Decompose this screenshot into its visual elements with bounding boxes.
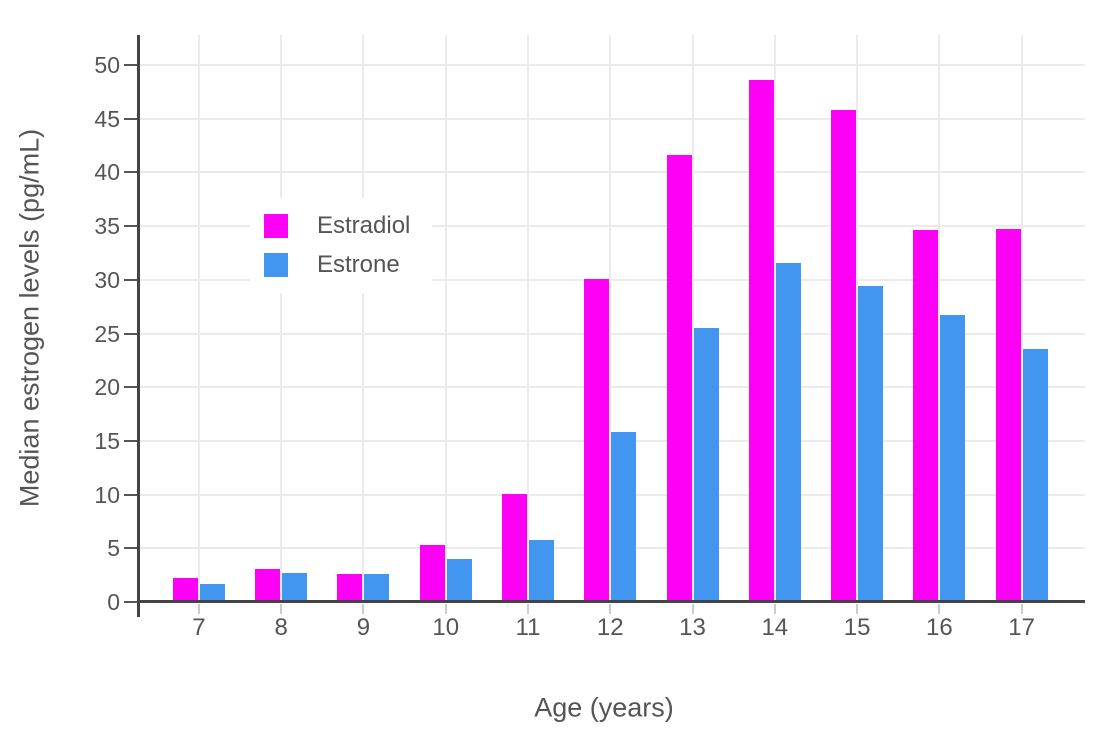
bar-estrone-age-8[interactable] xyxy=(282,573,308,602)
y-tick-20 xyxy=(124,386,137,389)
x-tick-label-17: 17 xyxy=(1008,614,1035,641)
bar-estradiol-age-10[interactable] xyxy=(419,545,445,602)
x-tick-label-10: 10 xyxy=(432,614,460,641)
bar-estrone-age-10[interactable] xyxy=(446,559,472,602)
y-tick-50 xyxy=(124,64,137,67)
bar-estrone-age-15[interactable] xyxy=(858,286,884,602)
legend-label-estradiol: Estradiol xyxy=(317,212,411,239)
legend: Estradiol Estrone xyxy=(250,198,433,293)
x-tick-9 xyxy=(362,604,365,614)
gridline-x-8 xyxy=(280,35,283,602)
gridline-y-40 xyxy=(138,171,1085,174)
x-tick-label-7: 7 xyxy=(192,614,206,641)
bar-estradiol-age-7[interactable] xyxy=(172,578,198,602)
gridline-x-11 xyxy=(526,35,529,602)
x-tick-label-11: 11 xyxy=(515,614,541,641)
y-tick-40 xyxy=(124,171,137,174)
y-tick-10 xyxy=(124,493,137,496)
gridline-y-25 xyxy=(138,332,1085,335)
x-tick-7 xyxy=(197,604,200,614)
bar-estradiol-age-16[interactable] xyxy=(913,230,939,602)
y-tick-label-35: 35 xyxy=(94,213,120,240)
x-tick-label-14: 14 xyxy=(761,614,789,641)
plot-area: Estradiol Estrone xyxy=(138,35,1085,602)
gridline-y-30 xyxy=(138,278,1085,281)
x-tick-15 xyxy=(856,604,859,614)
y-tick-0 xyxy=(124,601,137,603)
y-tick-label-5: 5 xyxy=(107,535,120,562)
x-tick-label-13: 13 xyxy=(679,614,706,641)
bar-estrone-age-9[interactable] xyxy=(364,574,390,602)
x-tick-10 xyxy=(444,604,447,614)
y-tick-label-45: 45 xyxy=(94,105,120,132)
bar-estrone-age-13[interactable] xyxy=(693,328,719,602)
bar-estrone-age-7[interactable] xyxy=(199,583,225,602)
gridline-y-45 xyxy=(138,117,1085,120)
y-axis-line xyxy=(137,35,140,617)
gridline-x-16 xyxy=(938,35,941,602)
gridline-y-50 xyxy=(138,64,1085,67)
x-tick-label-15: 15 xyxy=(843,614,871,641)
y-tick-15 xyxy=(124,439,137,442)
y-tick-label-20: 20 xyxy=(94,374,120,401)
x-tick-label-8: 8 xyxy=(274,614,288,641)
legend-swatch-estrone xyxy=(264,253,288,277)
bar-estrone-age-11[interactable] xyxy=(528,539,554,602)
legend-swatch-estradiol xyxy=(264,214,288,238)
legend-item-estrone[interactable]: Estrone xyxy=(264,252,410,278)
x-axis-line xyxy=(137,600,1085,603)
y-tick-label-15: 15 xyxy=(94,427,120,454)
bar-estradiol-age-13[interactable] xyxy=(666,155,692,602)
x-tick-label-9: 9 xyxy=(356,614,371,641)
bar-estradiol-age-11[interactable] xyxy=(501,493,527,602)
y-tick-label-50: 50 xyxy=(94,52,120,79)
bars-layer xyxy=(138,35,1085,602)
bar-estradiol-age-8[interactable] xyxy=(255,568,281,602)
x-tick-8 xyxy=(280,604,283,614)
gridline-x-7 xyxy=(197,35,200,602)
bar-estradiol-age-9[interactable] xyxy=(337,574,363,602)
bar-estrone-age-14[interactable] xyxy=(775,262,801,602)
x-axis-title: Age (years) xyxy=(534,692,674,723)
legend-item-estradiol[interactable]: Estradiol xyxy=(264,213,410,239)
gridline-x-13 xyxy=(691,35,694,602)
bar-estrone-age-17[interactable] xyxy=(1022,348,1048,602)
y-axis-title: Median estrogen levels (pg/mL) xyxy=(14,128,45,508)
gridline-x-9 xyxy=(362,35,365,602)
x-tick-17 xyxy=(1020,604,1023,614)
gridline-x-12 xyxy=(609,35,612,602)
gridline-y-20 xyxy=(138,386,1085,389)
bar-estradiol-age-12[interactable] xyxy=(584,278,610,602)
x-tick-12 xyxy=(609,604,612,614)
legend-label-estrone: Estrone xyxy=(317,251,400,278)
y-tick-5 xyxy=(124,547,137,550)
y-tick-label-0: 0 xyxy=(107,589,120,615)
x-tick-13 xyxy=(691,604,694,614)
y-tick-35 xyxy=(124,225,137,228)
y-tick-45 xyxy=(124,117,137,120)
gridline-x-17 xyxy=(1020,35,1023,602)
bar-estradiol-age-14[interactable] xyxy=(748,80,774,602)
bar-estrone-age-16[interactable] xyxy=(940,315,966,602)
x-tick-16 xyxy=(938,604,941,614)
gridline-x-10 xyxy=(444,35,447,602)
bar-estrone-age-12[interactable] xyxy=(611,432,637,602)
y-tick-label-40: 40 xyxy=(94,159,120,186)
y-tick-25 xyxy=(124,332,137,335)
bar-estradiol-age-15[interactable] xyxy=(831,110,857,602)
x-tick-14 xyxy=(773,604,776,614)
y-tick-label-10: 10 xyxy=(94,481,120,508)
x-tick-label-12: 12 xyxy=(596,614,624,641)
gridline-x-14 xyxy=(773,35,776,602)
y-tick-30 xyxy=(124,278,137,281)
gridline-y-35 xyxy=(138,225,1085,228)
x-tick-label-16: 16 xyxy=(926,614,953,641)
gridline-x-15 xyxy=(856,35,859,602)
x-tick-11 xyxy=(526,604,529,614)
bar-estradiol-age-17[interactable] xyxy=(995,229,1021,602)
y-tick-label-30: 30 xyxy=(94,266,120,293)
y-tick-label-25: 25 xyxy=(94,320,120,347)
